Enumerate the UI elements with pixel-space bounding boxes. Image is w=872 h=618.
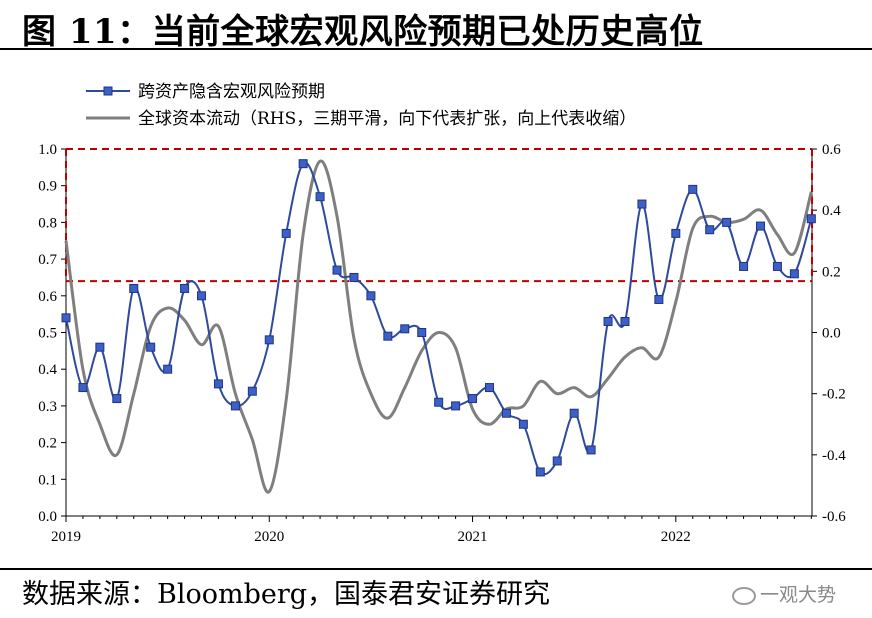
series-macro-risk-point [484, 383, 494, 393]
series-macro-risk-point [772, 261, 782, 271]
series-macro-risk-point [569, 408, 579, 418]
series-macro-risk-point [129, 283, 139, 293]
series-macro-risk-point [620, 316, 630, 326]
title-rule [0, 48, 872, 50]
wechat-icon [731, 586, 756, 605]
series-macro-risk-point [400, 324, 410, 334]
x-tick-label: 2021 [458, 529, 488, 545]
series-macro-risk-point [163, 364, 173, 374]
series-macro-risk-point [586, 445, 596, 455]
right-tick-label: 0.2 [822, 264, 841, 280]
left-tick-label: 0.0 [38, 509, 57, 525]
left-tick-label: 0.9 [38, 179, 57, 195]
series-macro-risk-point [739, 261, 749, 271]
legend-label-capital-flow: 全球资本流动（RHS，三期平滑，向下代表扩张，向上代表收缩） [138, 109, 636, 129]
series-macro-risk-point [552, 456, 562, 466]
series-macro-risk-point [705, 225, 715, 235]
series-macro-risk-point [315, 192, 325, 202]
series-macro-risk-point [247, 386, 257, 396]
right-tick-label: -0.4 [822, 448, 846, 464]
series-macro-risk-point [78, 383, 88, 393]
source-note: 数据来源：Bloomberg，国泰君安证券研究 [22, 579, 551, 610]
watermark-text: 一观大势 [759, 584, 836, 606]
x-tick-label: 2022 [661, 529, 691, 545]
series-macro-risk-point [722, 217, 732, 227]
series-macro-risk-point [501, 408, 511, 418]
series-macro-risk-point [349, 272, 359, 282]
right-tick-label: 0.0 [822, 326, 841, 342]
legend-label-macro-risk: 跨资产隐含宏观风险预期 [138, 82, 325, 102]
series-macro-risk-point [535, 467, 545, 477]
series-macro-risk-point [332, 265, 342, 275]
series-macro-risk-point [789, 269, 799, 279]
series-macro-risk-point [366, 291, 376, 301]
series-macro-risk-point [112, 394, 122, 404]
series-macro-risk-point [671, 228, 681, 238]
right-tick-label: -0.6 [822, 509, 846, 525]
series-macro-risk-point [146, 342, 156, 352]
right-tick-label: -0.2 [822, 387, 846, 403]
series-macro-risk-point [518, 419, 528, 429]
left-tick-label: 1.0 [38, 142, 57, 158]
series-macro-risk-point [806, 214, 816, 224]
series-macro-risk-point [230, 401, 240, 411]
series-macro-risk-point [468, 394, 478, 404]
series-macro-risk-point [654, 294, 664, 304]
series-macro-risk-point [637, 199, 647, 209]
series-global-capital-flow-line [64, 159, 813, 494]
left-tick-label: 0.6 [38, 289, 57, 305]
x-tick-label: 2020 [254, 529, 284, 545]
series-macro-risk-point [197, 291, 207, 301]
right-tick-label: 0.4 [822, 203, 841, 219]
series-macro-risk-point [61, 313, 71, 323]
left-tick-label: 0.3 [38, 399, 57, 415]
x-tick-label: 2019 [51, 529, 81, 545]
series-macro-risk-line [65, 161, 813, 476]
series-macro-risk-point [688, 184, 698, 194]
series-macro-risk-point [281, 228, 291, 238]
series-macro-risk-point [213, 379, 223, 389]
left-tick-label: 0.7 [38, 252, 57, 268]
series-macro-risk-point [756, 221, 766, 231]
series-macro-risk-point [417, 328, 427, 337]
source-rule [0, 568, 872, 570]
series-macro-risk-point [383, 331, 393, 341]
left-tick-label: 0.1 [38, 472, 57, 488]
left-tick-label: 0.8 [38, 215, 57, 231]
legend-marker-macro-risk [103, 86, 113, 96]
left-tick-label: 0.5 [38, 326, 57, 342]
series-macro-risk-point [264, 335, 274, 345]
series-macro-risk-point [434, 397, 444, 407]
series-macro-risk-point [180, 283, 190, 293]
left-tick-label: 0.2 [38, 436, 57, 452]
right-tick-label: 0.6 [822, 142, 841, 158]
chart: 0.0 0.1 0.2 0.3 0.4 0.5 0.6 0.7 0.8 0.9 1.0 -0.6 -0.… [38, 82, 846, 545]
watermark: 一观大势 [731, 580, 836, 607]
figure-title: 图 11：当前全球宏观风险预期已处历史高位 [22, 12, 704, 52]
series-macro-risk-point [603, 316, 613, 326]
series-macro-risk-point [451, 401, 461, 411]
series-macro-risk-point [298, 159, 308, 169]
left-tick-label: 0.4 [38, 362, 57, 378]
series-macro-risk-point [95, 342, 105, 352]
